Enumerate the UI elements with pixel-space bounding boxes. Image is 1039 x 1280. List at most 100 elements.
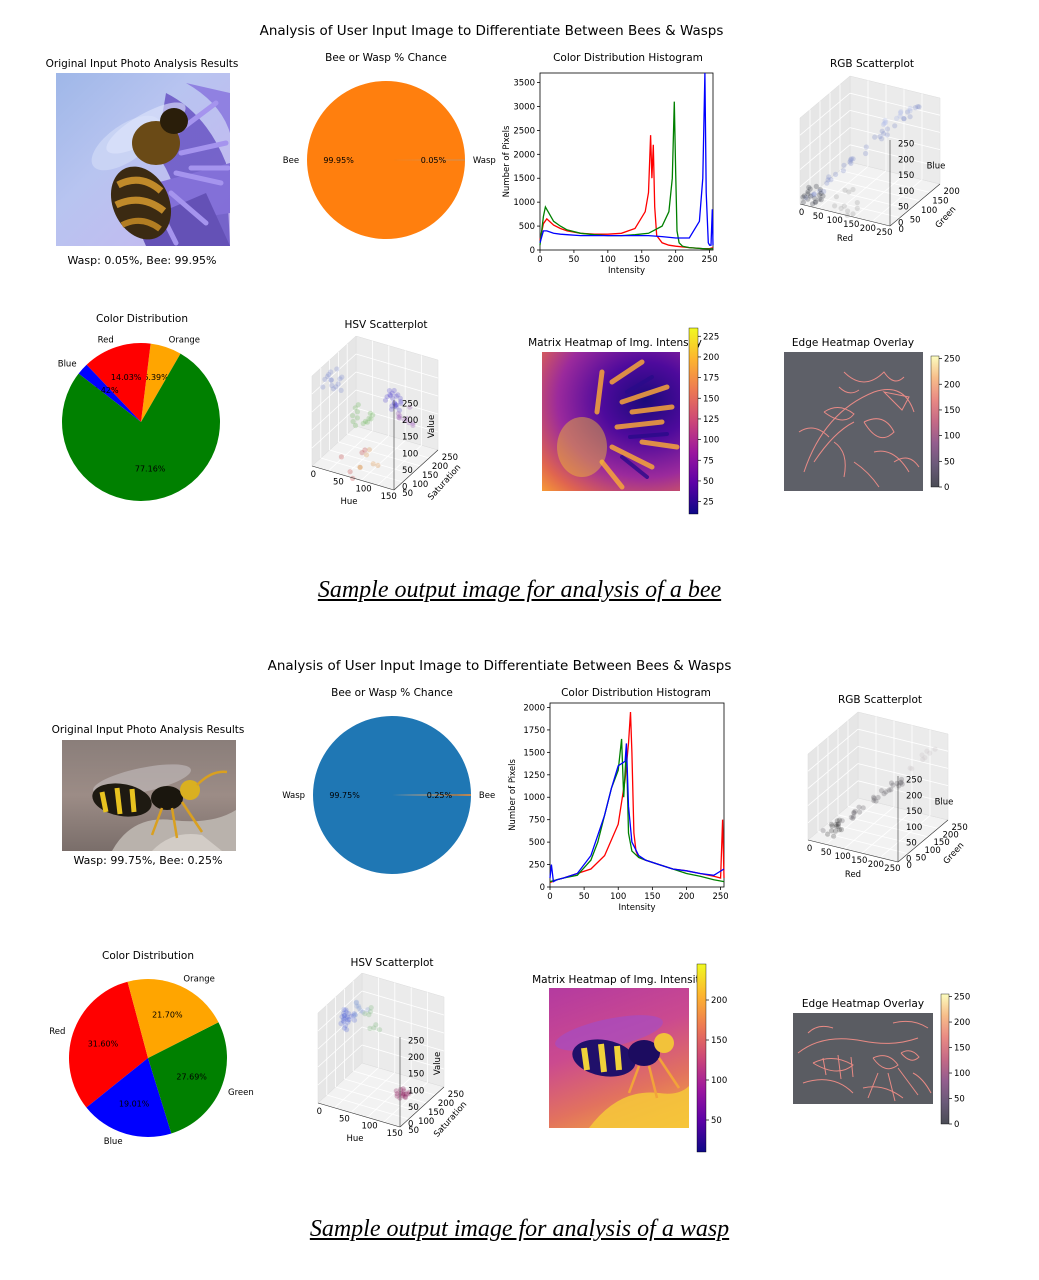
colorbar-tick-label: 0 xyxy=(954,1120,959,1130)
scatter-point xyxy=(341,1013,347,1019)
scatter-point xyxy=(854,205,860,211)
scatter-point xyxy=(406,1089,412,1095)
scatter-point xyxy=(875,794,881,801)
pie-percent-label: 0.25% xyxy=(427,791,453,800)
scatter-point xyxy=(825,177,831,183)
grid-line xyxy=(329,449,412,475)
y-tick-label: 500 xyxy=(529,838,545,848)
grid-line xyxy=(338,441,421,467)
scatter-point xyxy=(881,791,887,797)
histogram-series-line xyxy=(539,101,714,250)
scatter-point xyxy=(886,787,892,793)
scatter-point xyxy=(877,133,883,140)
x-tick-label: 250 xyxy=(712,892,728,902)
scatter-point xyxy=(352,405,358,411)
y-tick-label: 150 xyxy=(932,197,948,207)
scatter-point xyxy=(340,1017,346,1023)
scatter-point xyxy=(813,199,819,205)
y-tick-label: 150 xyxy=(428,1108,444,1118)
x-axis-label: Hue xyxy=(346,1134,363,1144)
grid-line xyxy=(328,430,373,472)
scatter-point xyxy=(932,746,938,752)
scatter-point xyxy=(838,205,844,211)
colorbar-gradient xyxy=(930,355,940,488)
scatter-point xyxy=(805,191,811,197)
scatter-point xyxy=(805,189,811,195)
grid-line xyxy=(857,728,949,752)
scatter-point xyxy=(358,1008,364,1014)
z-tick-label: 50 xyxy=(408,1103,419,1113)
z-tick-label: 0 xyxy=(898,219,903,229)
x-tick-label: 50 xyxy=(339,1114,350,1124)
scatter-point xyxy=(339,1014,345,1020)
chart-title: HSV Scatterplot xyxy=(350,957,434,969)
scatter-point xyxy=(833,821,839,827)
y-tick-label: 1000 xyxy=(513,198,535,208)
y-tick-label: 100 xyxy=(921,206,937,216)
scatter-point xyxy=(330,386,336,392)
scatter-point xyxy=(809,192,815,198)
scatter-point xyxy=(346,1017,352,1023)
scatter-point xyxy=(841,203,847,209)
heatmap-colorbar: 50 100 150 200 xyxy=(696,963,727,1153)
grid-line xyxy=(829,178,921,202)
grid-line xyxy=(879,815,931,858)
z-tick-label: 0 xyxy=(906,855,911,865)
x-axis-label: Red xyxy=(845,870,861,880)
scatter-point xyxy=(410,420,416,426)
scatter-point xyxy=(390,395,396,402)
scatter-point xyxy=(907,765,913,771)
scatter-point xyxy=(812,199,818,205)
scatter-point xyxy=(368,416,374,422)
scatter-point xyxy=(353,999,360,1005)
y-tick-label: 3000 xyxy=(513,102,535,112)
scatter-point xyxy=(836,827,843,833)
scatter-point xyxy=(393,402,399,408)
scatter-point xyxy=(915,104,921,110)
scatter-point xyxy=(833,823,839,829)
scatter-point xyxy=(343,1015,349,1021)
scatter-point xyxy=(398,1086,404,1093)
scatter-point xyxy=(927,750,933,756)
histogram-series-line xyxy=(549,743,725,883)
scatter-point xyxy=(803,195,809,201)
scatter-point xyxy=(395,411,401,417)
scatter-point xyxy=(907,108,913,114)
pie-slice-label: Wasp xyxy=(282,791,305,801)
z-tick-label: 100 xyxy=(408,1086,424,1096)
z-tick-label: 150 xyxy=(402,433,418,443)
pie-slice-label: Blue xyxy=(104,1137,123,1146)
z-tick-label: 50 xyxy=(906,839,917,849)
scatter-point xyxy=(840,168,846,174)
z-tick-label: 250 xyxy=(408,1037,424,1047)
scatter-point xyxy=(850,815,856,821)
x-tick-label: 100 xyxy=(827,216,843,226)
scatter-point xyxy=(391,400,398,406)
photo-result-text: Wasp: 0.05%, Bee: 99.95% xyxy=(67,254,217,267)
z-tick-label: 200 xyxy=(898,155,914,165)
grid-line xyxy=(361,1044,445,1070)
y-tick-label: 2500 xyxy=(513,126,535,136)
scatter-point xyxy=(322,376,328,382)
colorbar-tick-label: 200 xyxy=(703,353,719,363)
colorbar-tick-label: 225 xyxy=(703,332,719,342)
scatter-point xyxy=(386,388,393,394)
scatter-point xyxy=(351,1017,358,1023)
scatter-point xyxy=(362,447,368,453)
scatter-point xyxy=(801,193,807,199)
pie-slice-label: Orange xyxy=(183,975,214,985)
z-tick-label: 0 xyxy=(402,482,407,492)
grid-line xyxy=(361,990,445,1016)
y-tick-label: 150 xyxy=(422,471,438,481)
scatter-point xyxy=(828,828,835,834)
colorbar-tick-label: 150 xyxy=(703,394,719,404)
photo-panel-title: Original Input Photo Analysis Results xyxy=(51,724,245,736)
scatter-point xyxy=(852,808,858,814)
grid-line xyxy=(361,1008,445,1034)
scatter-point xyxy=(326,371,332,378)
y-tick-label: 500 xyxy=(519,222,535,232)
scatter-point xyxy=(898,779,904,785)
rgb-3d-scatterplot: 0 50 100 150 200 250 0501001502000501001502002… xyxy=(799,75,960,244)
scatter-point xyxy=(812,195,818,201)
